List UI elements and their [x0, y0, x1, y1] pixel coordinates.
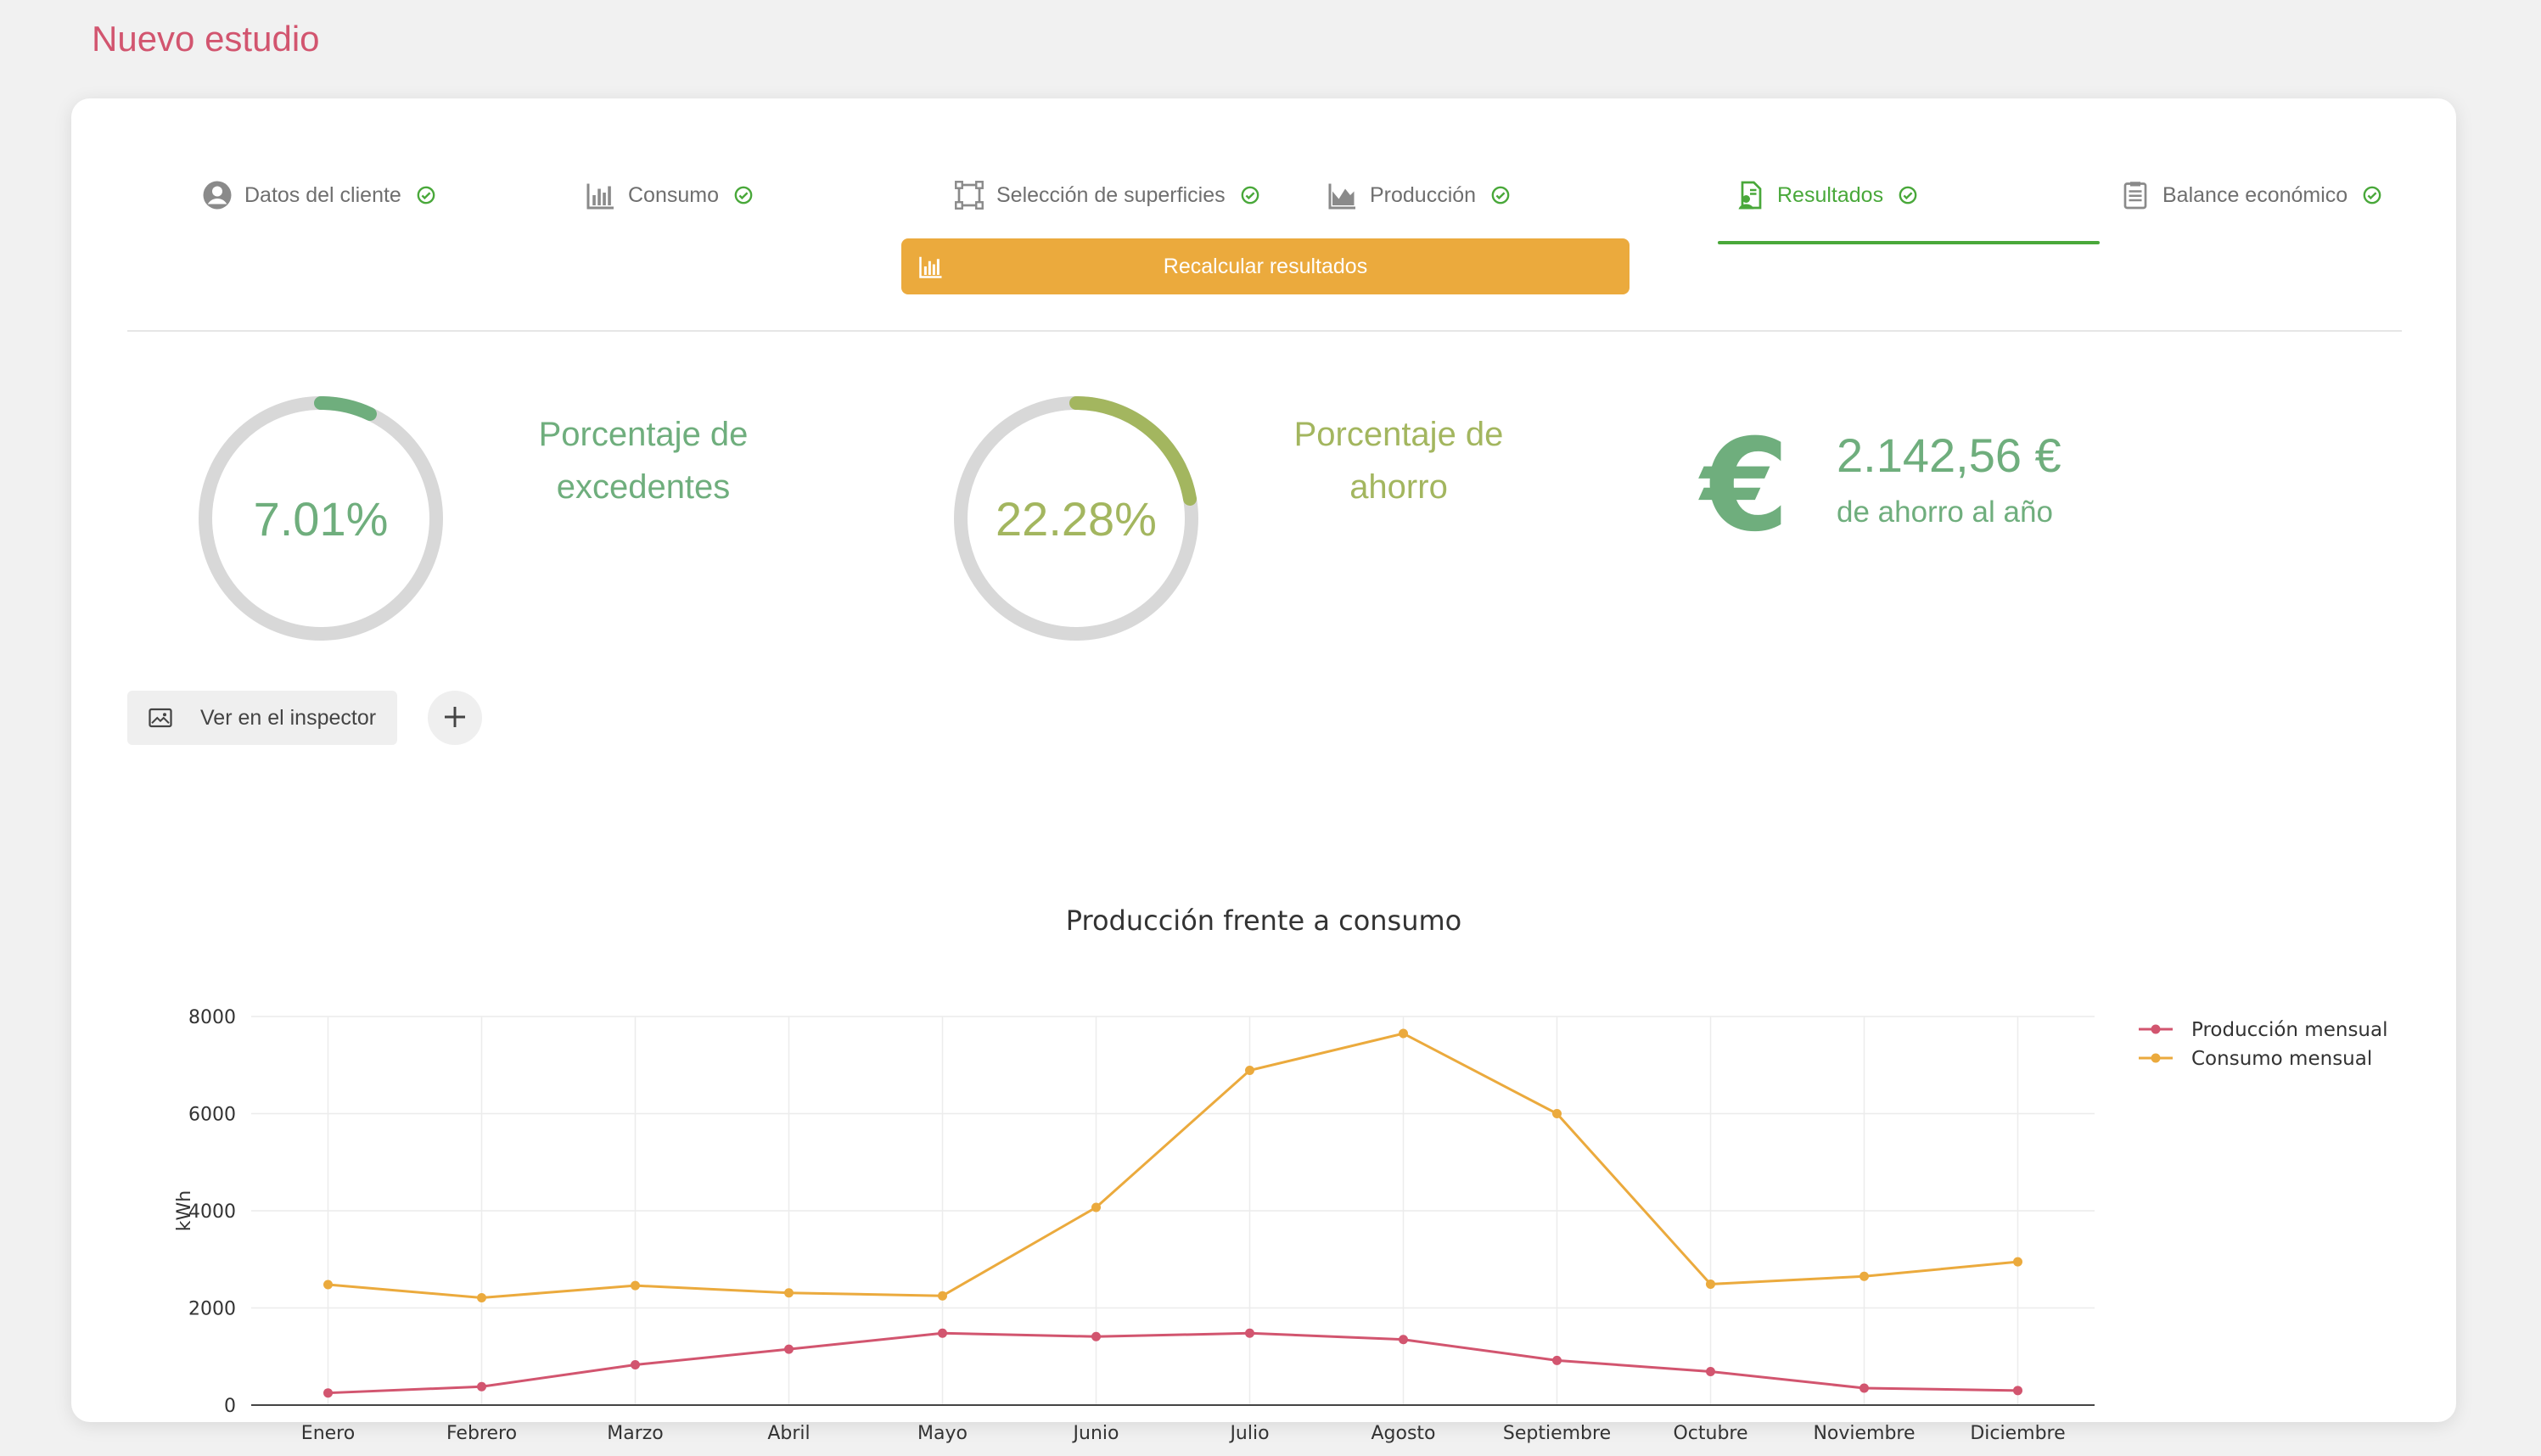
x-tick-label: Agosto [1371, 1423, 1435, 1444]
view-in-inspector-label: Ver en el inspector [200, 705, 377, 730]
x-tick-label: Febrero [446, 1423, 517, 1444]
legend-marker [2151, 1053, 2161, 1063]
saving-amount-label: de ahorro al año [1837, 496, 2053, 529]
y-tick-label: 2000 [188, 1299, 236, 1320]
check-circle-icon [417, 186, 435, 204]
data-point [1859, 1383, 1869, 1393]
x-tick-label: Junio [1072, 1423, 1119, 1444]
check-circle-icon [1899, 186, 1917, 204]
image-icon [148, 705, 173, 731]
x-tick-label: Abril [767, 1423, 810, 1444]
tab-label: Selección de superficies [996, 182, 1226, 207]
data-point [1706, 1366, 1715, 1376]
saving-percent-value: 22.28% [996, 491, 1157, 546]
y-tick-label: 6000 [188, 1105, 236, 1126]
plus-icon [441, 703, 468, 733]
x-tick-label: Mayo [917, 1423, 968, 1444]
series-line-0 [328, 1331, 2018, 1395]
data-point [1552, 1109, 1562, 1118]
x-tick-label: Diciembre [1970, 1423, 2065, 1444]
data-point [938, 1328, 947, 1338]
y-tick-label: 4000 [188, 1201, 236, 1223]
check-circle-icon [2363, 186, 2381, 204]
recalculate-button[interactable]: Recalcular resultados [901, 238, 1629, 294]
data-point [1859, 1271, 1869, 1281]
select-area-icon [954, 180, 984, 210]
clipboard-icon [2120, 180, 2151, 210]
data-point [1552, 1355, 1562, 1365]
data-point [477, 1292, 486, 1302]
tab-consumo[interactable]: Consumo [586, 148, 753, 243]
check-circle-icon [734, 186, 753, 204]
add-button[interactable] [428, 691, 482, 745]
area-chart-icon [1327, 180, 1358, 210]
data-point [2013, 1257, 2022, 1267]
legend-label: Consumo mensual [2191, 1048, 2372, 1070]
tab-label: Resultados [1777, 182, 1884, 207]
tab-label: Producción [1370, 182, 1477, 207]
surplus-value: 7.01% [253, 491, 389, 546]
saving-gauge-arc [954, 396, 1198, 641]
tab-seleccion-superficies[interactable]: Selección de superficies [954, 148, 1259, 243]
recalculate-label: Recalcular resultados [1163, 254, 1368, 278]
x-tick-label: Octubre [1673, 1423, 1747, 1444]
y-axis-label: kWh [174, 1190, 195, 1231]
data-point [1091, 1331, 1101, 1341]
tab-label: Balance económico [2162, 182, 2348, 207]
data-point [1399, 1335, 1408, 1345]
check-circle-icon [1241, 186, 1259, 204]
x-tick-label: Julio [1228, 1423, 1269, 1444]
surplus-gauge-arc [199, 396, 443, 641]
surplus-gauge: 7.01% [194, 391, 448, 646]
results-document-icon [1735, 180, 1765, 210]
tab-resultados[interactable]: Resultados [1718, 148, 2100, 244]
tab-datos-cliente[interactable]: Datos del cliente [202, 148, 435, 243]
bar-chart-icon [586, 180, 616, 210]
data-point [784, 1288, 794, 1298]
saving-percent-label: Porcentaje de ahorro [1293, 416, 1504, 506]
legend-marker [2151, 1024, 2161, 1034]
euro-icon: € [1701, 412, 1790, 560]
y-tick-label: 0 [224, 1396, 236, 1417]
user-circle-icon [202, 180, 233, 210]
data-point [784, 1344, 794, 1354]
data-point [2013, 1386, 2022, 1396]
surplus-label: Porcentaje de excedentes [538, 416, 749, 506]
x-tick-label: Enero [301, 1423, 355, 1444]
data-point [1245, 1066, 1254, 1076]
data-point [323, 1388, 333, 1398]
step-tabs: Datos del cliente Consumo Selección de s… [127, 148, 2419, 248]
data-point [323, 1280, 333, 1290]
tab-label: Datos del cliente [244, 182, 401, 207]
data-point [1245, 1328, 1254, 1338]
data-point [631, 1359, 640, 1369]
data-point [477, 1381, 486, 1392]
data-point [631, 1280, 640, 1291]
data-point [1091, 1202, 1101, 1212]
legend-label: Producción mensual [2191, 1019, 2387, 1041]
saving-amount: 2.142,56 € [1837, 428, 2061, 482]
divider [127, 330, 2402, 332]
data-point [1706, 1279, 1715, 1289]
saving-gauge: 22.28% [949, 391, 1203, 646]
bar-chart-icon [918, 254, 944, 279]
x-tick-label: Septiembre [1503, 1423, 1611, 1444]
series-line-1 [328, 1032, 2018, 1299]
production-vs-consumption-chart: Producción frente a consumo 0 2000 4000 600… [71, 794, 2456, 1456]
data-point [938, 1291, 947, 1301]
x-tick-label: Marzo [607, 1423, 664, 1444]
study-card: Datos del cliente Consumo Selección de s… [71, 98, 2456, 1444]
line-chart: 0 2000 4000 6000 8000 Enero Febrero Marzo Abril M… [174, 1007, 2387, 1444]
data-point [1399, 1028, 1408, 1039]
view-in-inspector-button[interactable]: Ver en el inspector [127, 691, 397, 745]
check-circle-icon [1491, 186, 1510, 204]
x-tick-label: Noviembre [1813, 1423, 1915, 1444]
tab-label: Consumo [628, 182, 719, 207]
tab-produccion[interactable]: Producción [1327, 148, 1510, 243]
tab-balance-economico[interactable]: Balance económico [2120, 148, 2381, 243]
y-tick-label: 8000 [188, 1007, 236, 1028]
chart-title: Producción frente a consumo [1065, 904, 1462, 937]
page-title: Nuevo estudio [92, 19, 320, 59]
